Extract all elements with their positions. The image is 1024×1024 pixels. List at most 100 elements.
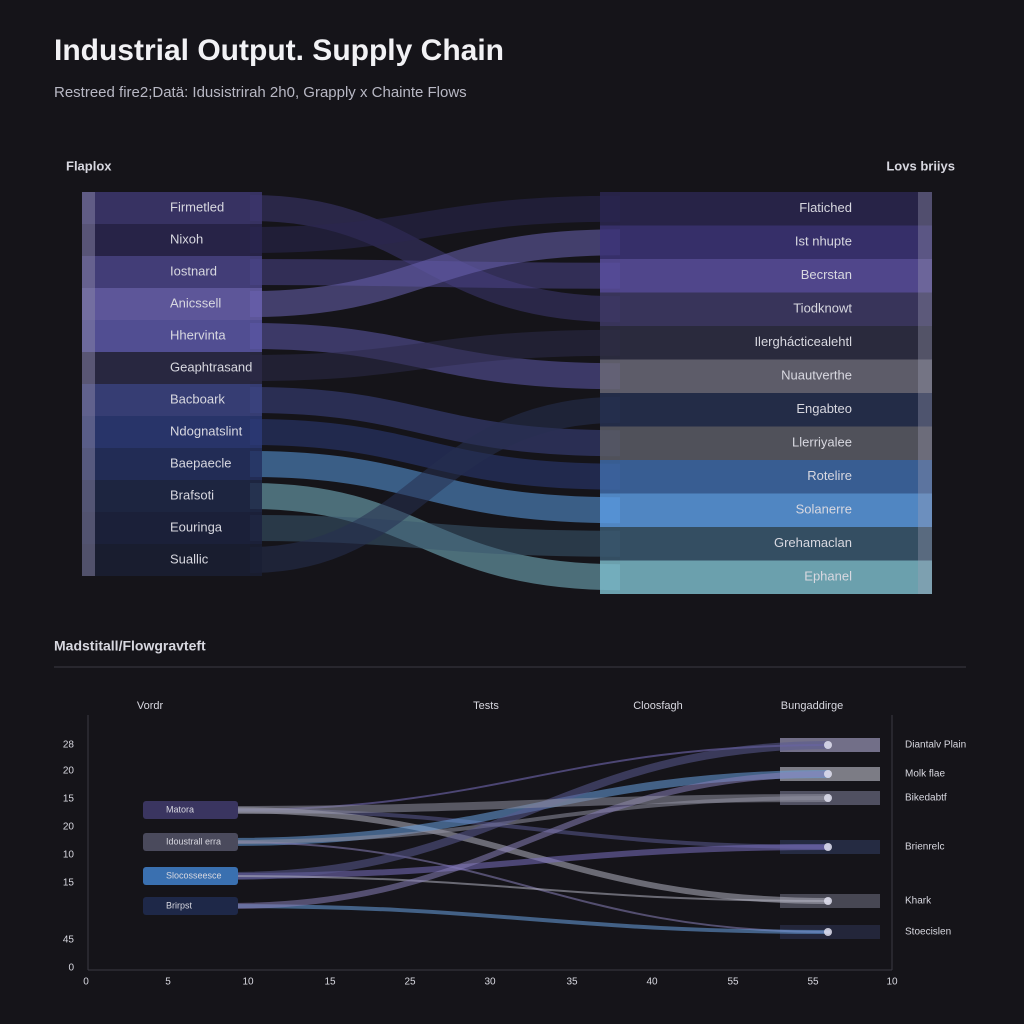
- right-node: [918, 292, 932, 326]
- right-band: [600, 292, 932, 326]
- left-label: Ndognatslint: [170, 423, 243, 438]
- left-label: Bacboark: [170, 391, 225, 406]
- right-label: Stoecislen: [905, 927, 951, 938]
- right-band: [600, 527, 932, 561]
- left-tag: [143, 833, 238, 851]
- left-tag-label: Slocosseesce: [166, 870, 222, 880]
- left-label: Iostnard: [170, 263, 217, 278]
- right-band: [600, 493, 932, 527]
- y-tick-label: 15: [63, 878, 75, 889]
- flow-ribbon: [249, 195, 621, 323]
- left-band: [82, 384, 262, 416]
- right-node: [918, 493, 932, 527]
- y-tick-label: 28: [63, 740, 75, 751]
- right-band: [600, 426, 932, 460]
- left-label: Baepaecle: [170, 455, 231, 470]
- subtitle: Restreed fire2;Datä: Idusistrirah 2h0, G…: [54, 84, 467, 101]
- right-node: [918, 560, 932, 594]
- right-label: Ist nhupte: [795, 234, 852, 249]
- end-dot: [824, 794, 832, 802]
- right-label: Rotelire: [807, 468, 852, 483]
- left-node: [82, 512, 95, 544]
- right-label: Becrstan: [801, 267, 852, 282]
- right-label: Tiodknowt: [793, 301, 852, 316]
- right-band: [600, 192, 932, 226]
- left-tag: [143, 867, 238, 885]
- y-tick-label: 15: [63, 794, 75, 805]
- left-tag: [143, 897, 238, 915]
- end-dot: [824, 843, 832, 851]
- right-label: Ilerghácticealehtl: [754, 334, 852, 349]
- left-node: [82, 448, 95, 480]
- left-label: Anicssell: [170, 295, 221, 310]
- x-tick-label: 25: [404, 977, 416, 988]
- right-band: [600, 460, 932, 494]
- end-dot: [824, 928, 832, 936]
- flow-curve: [229, 741, 831, 880]
- left-node: [82, 384, 95, 416]
- left-node: [82, 480, 95, 512]
- flow-curve: [229, 875, 831, 902]
- nodes: Firmetled Nixoh Iostnard Anicssell Hhervinta…: [82, 192, 932, 594]
- right-title: Lovs briiys: [886, 158, 955, 173]
- right-node: [918, 359, 932, 393]
- right-label: Engabteo: [796, 401, 852, 416]
- y-tick-label: 10: [63, 850, 75, 861]
- left-label: Suallic: [170, 551, 209, 566]
- left-band: [82, 320, 262, 352]
- left-band: [82, 416, 262, 448]
- right-label: Flatiched: [799, 200, 852, 215]
- flow-curve: [229, 771, 831, 909]
- left-tag-label: Brirpst: [166, 900, 193, 910]
- right-node: [918, 460, 932, 494]
- right-band: [600, 259, 932, 293]
- left-title: Flaplox: [66, 158, 112, 173]
- left-node: [82, 320, 95, 352]
- column-label: Tests: [473, 700, 499, 712]
- flow-chart: Vordr Tests Cloosfagh Bungaddirge 28 20 15 20 10…: [63, 700, 966, 988]
- right-node: [918, 259, 932, 293]
- x-tick-label: 10: [886, 977, 898, 988]
- flow-ribbon: [249, 419, 621, 490]
- right-node: [918, 192, 932, 226]
- left-node: [82, 224, 95, 256]
- left-band: [82, 256, 262, 288]
- left-tag-label: Matora: [166, 804, 194, 814]
- flow-curve: [229, 844, 831, 879]
- right-label: Molk flae: [905, 769, 945, 780]
- left-band: [82, 352, 262, 384]
- left-band: [82, 192, 262, 224]
- flow-ribbon: [249, 229, 621, 317]
- left-tag: [143, 801, 238, 819]
- title: Industrial Output. Supply Chain: [54, 34, 504, 67]
- left-label: Firmetled: [170, 199, 224, 214]
- right-label: Grehamaclan: [774, 535, 852, 550]
- right-label: Diantalv Plain: [905, 740, 966, 751]
- left-band: [82, 288, 262, 320]
- left-label: Geaphtrasand: [170, 359, 252, 374]
- left-band: [82, 512, 262, 544]
- flow-ribbon: [249, 515, 621, 557]
- right-label: Llerriyalee: [792, 435, 852, 450]
- left-node: [82, 288, 95, 320]
- left-node: [82, 192, 95, 224]
- x-tick-label: 5: [165, 977, 171, 988]
- left-label: Brafsoti: [170, 487, 214, 502]
- x-tick-label: 55: [727, 977, 739, 988]
- flow-curve: [229, 841, 831, 933]
- x-tick-label: 30: [484, 977, 496, 988]
- x-tick-label: 0: [83, 977, 89, 988]
- column-label: Bungaddirge: [781, 700, 843, 712]
- left-band: [82, 448, 262, 480]
- right-label: Khark: [905, 896, 932, 907]
- y-tick-label: 20: [63, 822, 75, 833]
- left-node: [82, 352, 95, 384]
- y-tick-label: 45: [63, 935, 75, 946]
- x-tick-label: 40: [646, 977, 658, 988]
- right-node: [918, 225, 932, 259]
- section-title: Madstitall/Flowgravteft: [54, 638, 206, 654]
- left-node: [82, 544, 95, 576]
- x-tick-label: 35: [566, 977, 578, 988]
- right-band: [600, 359, 932, 393]
